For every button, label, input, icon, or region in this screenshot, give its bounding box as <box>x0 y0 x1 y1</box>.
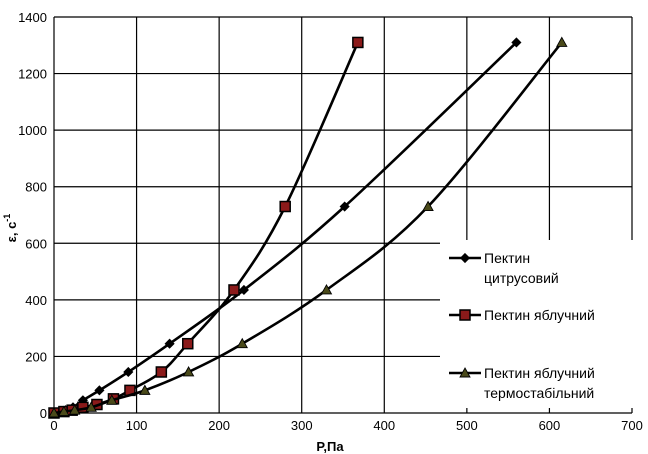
grid-lines <box>53 16 633 414</box>
data-point <box>58 405 70 417</box>
legend-marker <box>459 252 471 264</box>
y-tick-label: 1400 <box>18 10 47 25</box>
legend-label: термостабільний <box>484 385 594 401</box>
data-point <box>68 404 81 415</box>
y-axis-title-text: ε, с <box>4 222 19 243</box>
legend-entry-1: Пектин цитрусовий <box>449 250 559 286</box>
data-point <box>556 36 568 47</box>
data-point <box>511 37 522 48</box>
data-point <box>236 337 249 349</box>
series-layer <box>48 36 568 419</box>
x-tick-label: 300 <box>291 418 313 433</box>
data-point <box>155 366 168 378</box>
legend-label: Пектин <box>484 250 530 266</box>
legend-entry-2: Пектин яблучний <box>449 307 595 323</box>
legend-label: Пектин яблучний <box>484 307 595 323</box>
data-point <box>182 366 195 377</box>
y-axis-title: ε, с-1 <box>2 214 19 243</box>
data-point <box>85 401 97 412</box>
legend-marker <box>459 367 471 378</box>
data-point <box>352 36 364 49</box>
legend-label: цитрусовий <box>484 270 559 286</box>
y-tick-label: 1000 <box>18 123 47 138</box>
series-line <box>53 41 360 415</box>
series-2 <box>48 36 364 419</box>
data-point <box>182 337 194 350</box>
legend-marker <box>459 309 471 321</box>
y-tick-label: 1200 <box>18 67 47 82</box>
series-3 <box>48 36 568 418</box>
x-tick-label: 100 <box>126 418 148 433</box>
y-tick-label: 0 <box>40 406 47 421</box>
y-tick-label: 200 <box>25 349 47 364</box>
data-point <box>228 284 240 296</box>
data-point <box>139 384 151 395</box>
data-point <box>106 394 118 405</box>
y-axis-title-superscript: -1 <box>2 214 12 222</box>
y-tick-label: 800 <box>25 180 47 195</box>
legend-label: Пектин яблучний <box>484 365 595 381</box>
y-axis-ticks: 0 200 400 600 800 1000 1200 1400 <box>18 10 47 421</box>
data-point <box>279 200 291 213</box>
data-point <box>238 284 249 296</box>
x-tick-label: 600 <box>539 418 561 433</box>
x-tick-label: 200 <box>208 418 230 433</box>
x-axis-title: P,Па <box>316 439 344 454</box>
x-tick-label: 400 <box>373 418 395 433</box>
legend-background <box>440 240 638 408</box>
x-tick-label: 700 <box>621 418 643 433</box>
data-point <box>339 201 350 212</box>
y-tick-label: 600 <box>25 236 47 251</box>
data-point <box>94 385 105 396</box>
data-point <box>48 407 60 418</box>
x-tick-label: 0 <box>50 418 57 433</box>
x-axis-ticks: 0 100 200 300 400 500 600 700 <box>50 418 642 433</box>
data-point <box>164 338 175 349</box>
x-tick-label: 500 <box>456 418 478 433</box>
data-point <box>123 366 134 378</box>
y-tick-label: 400 <box>25 293 47 308</box>
legend-entry-3: Пектин яблучний термостабільний <box>449 365 595 401</box>
data-point <box>320 284 333 295</box>
data-point <box>422 200 434 211</box>
